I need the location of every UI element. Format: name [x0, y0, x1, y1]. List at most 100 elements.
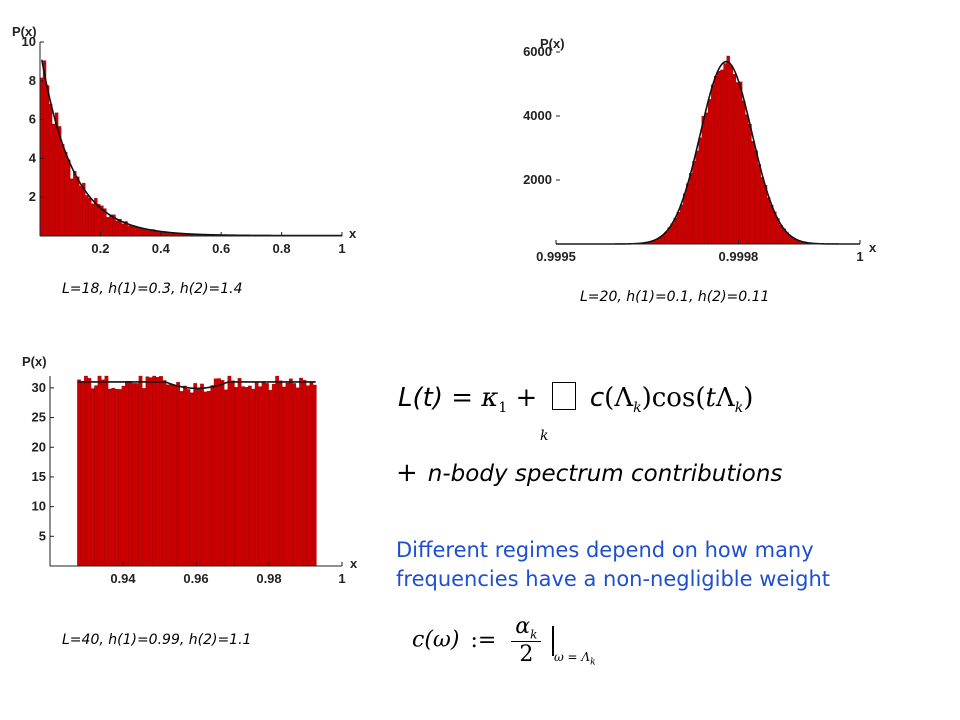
- histogram-bar: [196, 387, 201, 567]
- histogram-bar: [306, 385, 310, 567]
- chart3-xlabel: x: [350, 556, 358, 571]
- histogram-bar: [183, 385, 187, 567]
- histogram-bar: [104, 375, 109, 567]
- histogram-bar: [230, 380, 235, 567]
- y-tick-label: 6000: [523, 44, 552, 59]
- histogram-bar: [302, 380, 307, 567]
- histogram-bar: [159, 376, 163, 567]
- histogram-bar: [271, 383, 276, 567]
- y-tick-label: 6: [29, 112, 36, 127]
- y-tick-label: 10: [22, 34, 36, 49]
- formula1-plus: +: [515, 383, 538, 413]
- histogram-bar: [107, 388, 112, 567]
- histogram-bar: [217, 378, 221, 567]
- histogram-bar: [186, 389, 191, 567]
- histogram-bar: [94, 385, 99, 567]
- histogram-bar: [80, 381, 85, 567]
- histogram-bar: [125, 381, 129, 567]
- x-tick-label: 1: [856, 249, 863, 264]
- formula2-eval-text: ω = Λ: [553, 649, 591, 664]
- formula1-lambda2: Λ: [715, 383, 735, 413]
- x-tick-label: 0.4: [152, 241, 171, 256]
- formula1-kappa-sub: 1: [498, 400, 508, 417]
- histogram-bar: [288, 378, 293, 567]
- chart2-ylabel: P(x): [540, 36, 565, 51]
- histogram-bar: [101, 379, 105, 567]
- histogram-bar: [87, 378, 92, 567]
- histogram-bar: [299, 377, 303, 567]
- x-tick-label: 0.96: [183, 571, 208, 586]
- histogram-bar: [84, 375, 88, 567]
- formula2-eval-sub: k: [590, 657, 596, 668]
- histogram-bar: [244, 387, 249, 567]
- histogram-bar: [138, 375, 143, 567]
- histogram-bar: [162, 380, 167, 567]
- histogram-bar: [155, 377, 160, 567]
- x-tick-label: 0.8: [273, 241, 291, 256]
- histogram-bar: [145, 376, 150, 567]
- chart1-xlabel: x: [349, 226, 357, 241]
- formula1-kappa: κ: [481, 383, 499, 413]
- histogram-bar: [213, 378, 218, 567]
- y-tick-label: 4000: [523, 108, 552, 123]
- histogram-bar: [131, 383, 136, 567]
- histogram-bar: [207, 390, 211, 567]
- y-tick-label: 2000: [523, 172, 552, 187]
- histogram-bar: [128, 381, 133, 567]
- histogram-bar: [254, 381, 259, 567]
- histogram-bar: [169, 383, 174, 567]
- histogram-bar: [97, 375, 102, 567]
- histogram-bar: [268, 390, 273, 567]
- histogram-bar: [200, 383, 204, 567]
- histogram-bar: [172, 385, 177, 567]
- formula2-alpha-sub: k: [530, 627, 538, 642]
- regimes-note: Different regimes depend on how many fre…: [396, 536, 916, 594]
- chart3-fit-curve: [78, 381, 316, 390]
- chart2-xlabel: x: [869, 240, 877, 255]
- y-tick-label: 15: [32, 469, 46, 484]
- histogram-bar: [234, 387, 239, 567]
- chart1-caption: L=18, h(1)=0.3, h(2)=1.4: [62, 281, 243, 297]
- histogram-bar: [210, 385, 215, 567]
- chart3-bars: [77, 375, 317, 567]
- histogram-bar: [166, 384, 170, 567]
- formula2-den: 2: [519, 642, 534, 668]
- histogram-bar: [265, 383, 269, 567]
- histogram-bar: [261, 382, 266, 567]
- formula1-lambda-sub: k: [633, 400, 642, 417]
- histogram-bar: [295, 387, 300, 567]
- formula2-fraction: αk 2: [511, 614, 542, 668]
- chart1-bars: [39, 60, 343, 237]
- formula2-bar: [552, 625, 554, 656]
- histogram-bar: [282, 386, 286, 567]
- histogram-bar: [224, 389, 228, 567]
- histogram-bar: [142, 388, 146, 567]
- histogram-bar: [148, 377, 153, 567]
- histogram-bar: [189, 392, 194, 567]
- formula1-t: t: [705, 383, 716, 413]
- formula-weight: c(ω) := αk 2 ω = Λk: [412, 614, 596, 667]
- histogram-bar: [77, 379, 81, 567]
- formula1-eq: =: [451, 383, 474, 413]
- histogram-bar: [220, 380, 225, 567]
- regimes-line1: Different regimes depend on how many: [396, 538, 814, 562]
- nbody-note: + n-body spectrum contributions: [396, 458, 782, 488]
- y-tick-label: 5: [39, 528, 46, 543]
- formula-loschmidt: L(t) = κ1 + c(Λk)cos(tΛk): [398, 382, 754, 417]
- histogram-bar: [258, 386, 262, 567]
- nbody-plus: +: [396, 458, 418, 488]
- formula2-alpha: α: [515, 614, 531, 639]
- histogram-bar: [275, 375, 280, 567]
- histogram-bar: [152, 375, 157, 567]
- formula1-c: c: [589, 383, 605, 413]
- formula2-num: αk: [511, 614, 542, 643]
- x-tick-label: 1: [338, 241, 345, 256]
- x-tick-label: 0.2: [91, 241, 109, 256]
- histogram-bar: [241, 386, 245, 567]
- summation-placeholder-icon: [551, 382, 576, 410]
- x-tick-label: 0.94: [110, 571, 136, 586]
- formula1-lambda-sub2: k: [734, 400, 744, 417]
- histogram-bar: [292, 383, 297, 567]
